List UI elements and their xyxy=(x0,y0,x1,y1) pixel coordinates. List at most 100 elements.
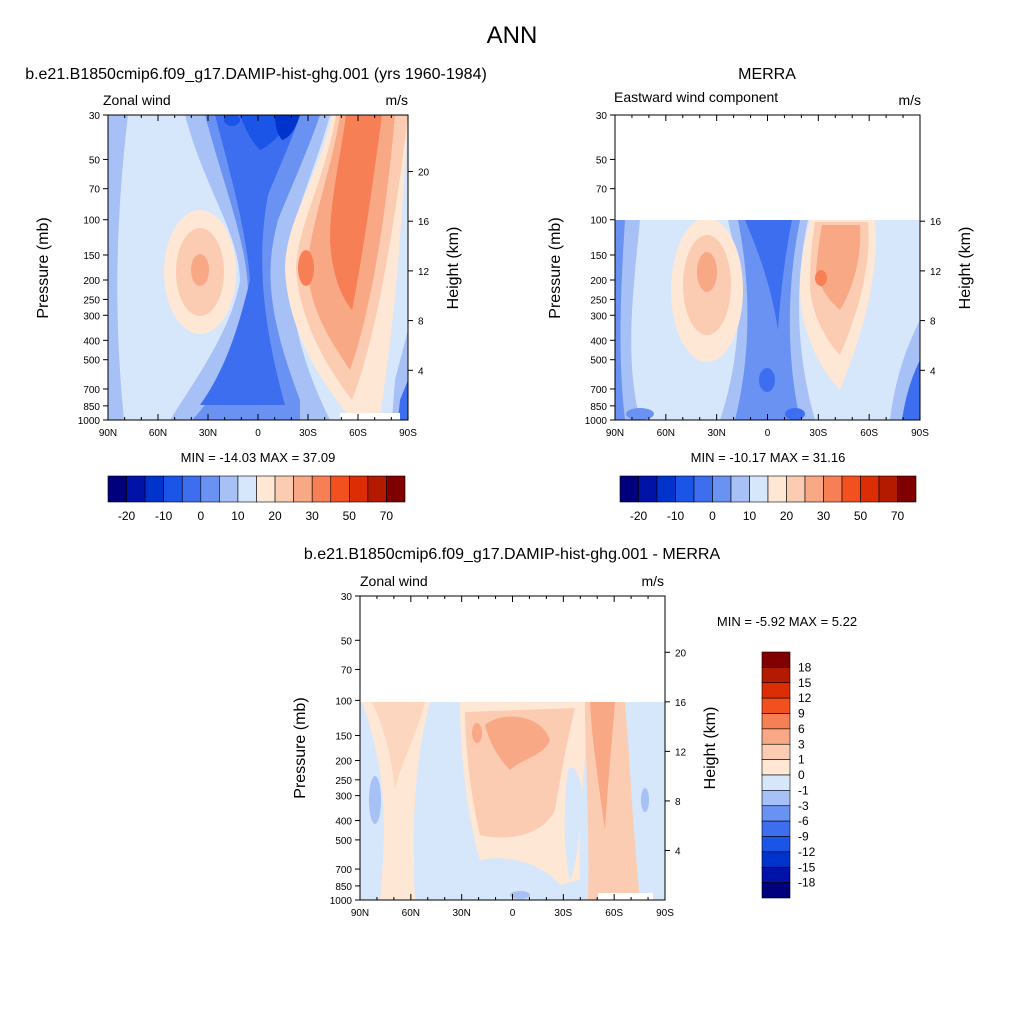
y-tick-label: 200 xyxy=(83,276,100,287)
panel-model-left-label: Zonal wind xyxy=(103,92,171,108)
colorbar-swatch xyxy=(367,475,387,503)
y2-tick-label: 8 xyxy=(930,317,936,328)
colorbar-swatch xyxy=(237,475,257,503)
colorbar-label: 10 xyxy=(231,509,245,523)
colorbar-label: -20 xyxy=(118,509,136,523)
colorbar-swatch xyxy=(761,774,791,791)
y-tick-label: 50 xyxy=(596,155,608,166)
colorbar-label: 0 xyxy=(798,768,805,782)
y-tick-label: 30 xyxy=(341,592,353,603)
y-tick-label: 100 xyxy=(590,216,607,227)
y-tick-label: 50 xyxy=(341,636,353,647)
y-tick-label: 70 xyxy=(596,185,608,196)
colorbar-swatch xyxy=(761,667,791,684)
x-tick-label: 0 xyxy=(765,428,771,439)
colorbar-swatch xyxy=(761,851,791,868)
x-tick-label: 60S xyxy=(605,908,623,919)
contour-field-model xyxy=(108,115,408,420)
panel-model-units: m/s xyxy=(385,92,408,108)
y-tick-label: 100 xyxy=(335,696,352,707)
y-tick-label: 30 xyxy=(596,111,608,122)
colorbar-label: 70 xyxy=(380,509,394,523)
y-tick-label: 500 xyxy=(335,836,352,847)
y-tick-label: 250 xyxy=(335,776,352,787)
colorbar-swatch xyxy=(761,805,791,822)
y-tick-label: 70 xyxy=(341,665,353,676)
colorbar-swatch xyxy=(712,475,732,503)
x-tick-label: 30N xyxy=(452,908,470,919)
colorbar-swatch xyxy=(761,713,791,730)
x-tick-label: 90S xyxy=(656,908,674,919)
y-tick-label: 700 xyxy=(335,865,352,876)
y2-tick-label: 4 xyxy=(418,366,424,377)
colorbar-swatch xyxy=(761,836,791,853)
colorbar-swatch xyxy=(619,475,639,503)
y-tick-label: 700 xyxy=(83,385,100,396)
y2-tick-label: 16 xyxy=(418,217,430,228)
y-tick-label: 400 xyxy=(83,336,100,347)
colorbar-swatch xyxy=(107,475,127,503)
panel-model-y2label: Height (km) xyxy=(445,227,462,310)
y-tick-label: 500 xyxy=(83,356,100,367)
colorbar-label: -12 xyxy=(798,845,816,859)
y-tick-label: 1000 xyxy=(330,896,353,907)
colorbar-swatch xyxy=(349,475,369,503)
x-tick-label: 90S xyxy=(911,428,929,439)
panel-obs-units: m/s xyxy=(898,92,921,108)
panel-model-title: b.e21.B1850cmip6.f09_g17.DAMIP-hist-ghg.… xyxy=(25,66,487,83)
y-tick-label: 300 xyxy=(590,311,607,322)
x-tick-label: 60N xyxy=(149,428,167,439)
colorbar-label: -10 xyxy=(155,509,173,523)
colorbar-label: 20 xyxy=(780,509,794,523)
y2-tick-label: 12 xyxy=(675,747,687,758)
colorbar-label: -1 xyxy=(798,783,809,797)
colorbar-swatch xyxy=(311,475,332,503)
y2-tick-label: 16 xyxy=(930,217,942,228)
colorbar-swatch xyxy=(386,475,406,503)
y-tick-label: 150 xyxy=(335,732,352,743)
colorbar-swatch xyxy=(330,475,350,503)
colorbar-swatch xyxy=(897,475,917,503)
x-tick-label: 60S xyxy=(860,428,878,439)
colorbar-label: -3 xyxy=(798,799,809,813)
x-tick-label: 90N xyxy=(606,428,624,439)
colorbar-swatch xyxy=(730,475,750,503)
colorbar-swatch xyxy=(693,475,713,503)
colorbar-swatch xyxy=(219,475,239,503)
colorbar-swatch xyxy=(181,475,202,503)
panel-model-stats: MIN = -14.03 MAX = 37.09 xyxy=(181,450,336,465)
y-tick-label: 300 xyxy=(335,792,352,803)
y2-tick-label: 12 xyxy=(930,267,942,278)
colorbar-label: 6 xyxy=(798,722,805,736)
y-tick-label: 1000 xyxy=(78,416,101,427)
x-tick-label: 30S xyxy=(554,908,572,919)
x-tick-label: 90N xyxy=(99,428,117,439)
colorbar-swatch xyxy=(163,475,183,503)
colorbar-label: 50 xyxy=(343,509,357,523)
x-tick-label: 0 xyxy=(510,908,516,919)
y-tick-label: 400 xyxy=(590,336,607,347)
y-tick-label: 150 xyxy=(83,251,100,262)
colorbar-swatch xyxy=(761,651,791,668)
panel-diff-axes: 3050701001502002503004005007008501000481… xyxy=(330,592,687,919)
colorbar-swatch xyxy=(200,475,220,503)
y-tick-label: 500 xyxy=(590,356,607,367)
panel-obs: MERRA Eastward wind component m/s xyxy=(547,66,974,523)
panel-diff-stats: MIN = -5.92 MAX = 5.22 xyxy=(717,614,857,629)
y-tick-label: 850 xyxy=(590,402,607,413)
colorbar-swatch xyxy=(761,790,791,807)
colorbar-swatch xyxy=(841,475,861,503)
y-tick-label: 250 xyxy=(590,295,607,306)
colorbar-swatch xyxy=(761,682,791,699)
colorbar-swatch xyxy=(761,728,791,745)
colorbar-label: 20 xyxy=(268,509,282,523)
panel-diff-units: m/s xyxy=(641,573,664,589)
panel-model: b.e21.B1850cmip6.f09_g17.DAMIP-hist-ghg.… xyxy=(25,66,487,523)
panel-obs-y2label: Height (km) xyxy=(957,227,974,310)
colorbar-swatch xyxy=(293,475,313,503)
y2-tick-label: 4 xyxy=(930,366,936,377)
panel-obs-title: MERRA xyxy=(738,66,796,83)
colorbar-swatch xyxy=(675,475,695,503)
x-tick-label: 30S xyxy=(809,428,827,439)
